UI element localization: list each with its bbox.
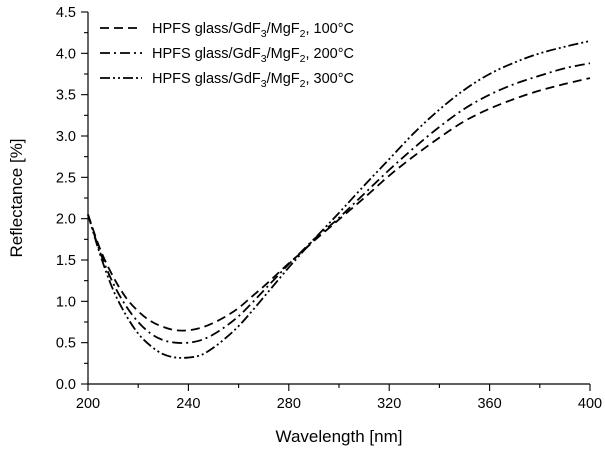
x-tick-label: 360: [477, 396, 501, 412]
y-tick-label: 0.0: [56, 377, 76, 393]
y-tick-label: 1.0: [56, 294, 76, 310]
series-line-1: [87, 77, 591, 332]
ticks: 200 240 280 320 360 400 0.0 0.5 1.0 1.5 2.0 2.5 3.0 3…: [56, 5, 602, 412]
legend-label-1: HPFS glass/GdF3/MgF2, 100°C: [152, 21, 354, 40]
x-tick-label: 320: [377, 396, 401, 412]
y-tick-label: 1.5: [56, 253, 76, 269]
x-tick-label: 200: [76, 396, 100, 412]
y-axis-title: Reflectance [%]: [7, 138, 26, 257]
y-tick-label: 3.5: [56, 88, 76, 104]
x-tick-label: 400: [578, 396, 602, 412]
legend: HPFS glass/GdF3/MgF2, 100°C HPFS glass/Gd…: [100, 21, 354, 90]
series-line-2: [87, 62, 591, 344]
x-tick-label: 280: [277, 396, 301, 412]
y-tick-label: 4.0: [56, 46, 76, 62]
y-tick-label: 2.5: [56, 170, 76, 186]
axes: [87, 12, 590, 385]
series-line-3: [87, 40, 591, 359]
y-tick-label: 0.5: [56, 336, 76, 352]
x-axis-title: Wavelength [nm]: [276, 427, 403, 446]
x-tick-label: 240: [176, 396, 200, 412]
y-tick-label: 2.0: [56, 212, 76, 228]
legend-label-3: HPFS glass/GdF3/MgF2, 300°C: [152, 71, 354, 90]
y-tick-label: 3.0: [56, 129, 76, 145]
series-layer: [87, 40, 591, 359]
legend-label-2: HPFS glass/GdF3/MgF2, 200°C: [152, 46, 354, 65]
y-tick-label: 4.5: [56, 5, 76, 21]
